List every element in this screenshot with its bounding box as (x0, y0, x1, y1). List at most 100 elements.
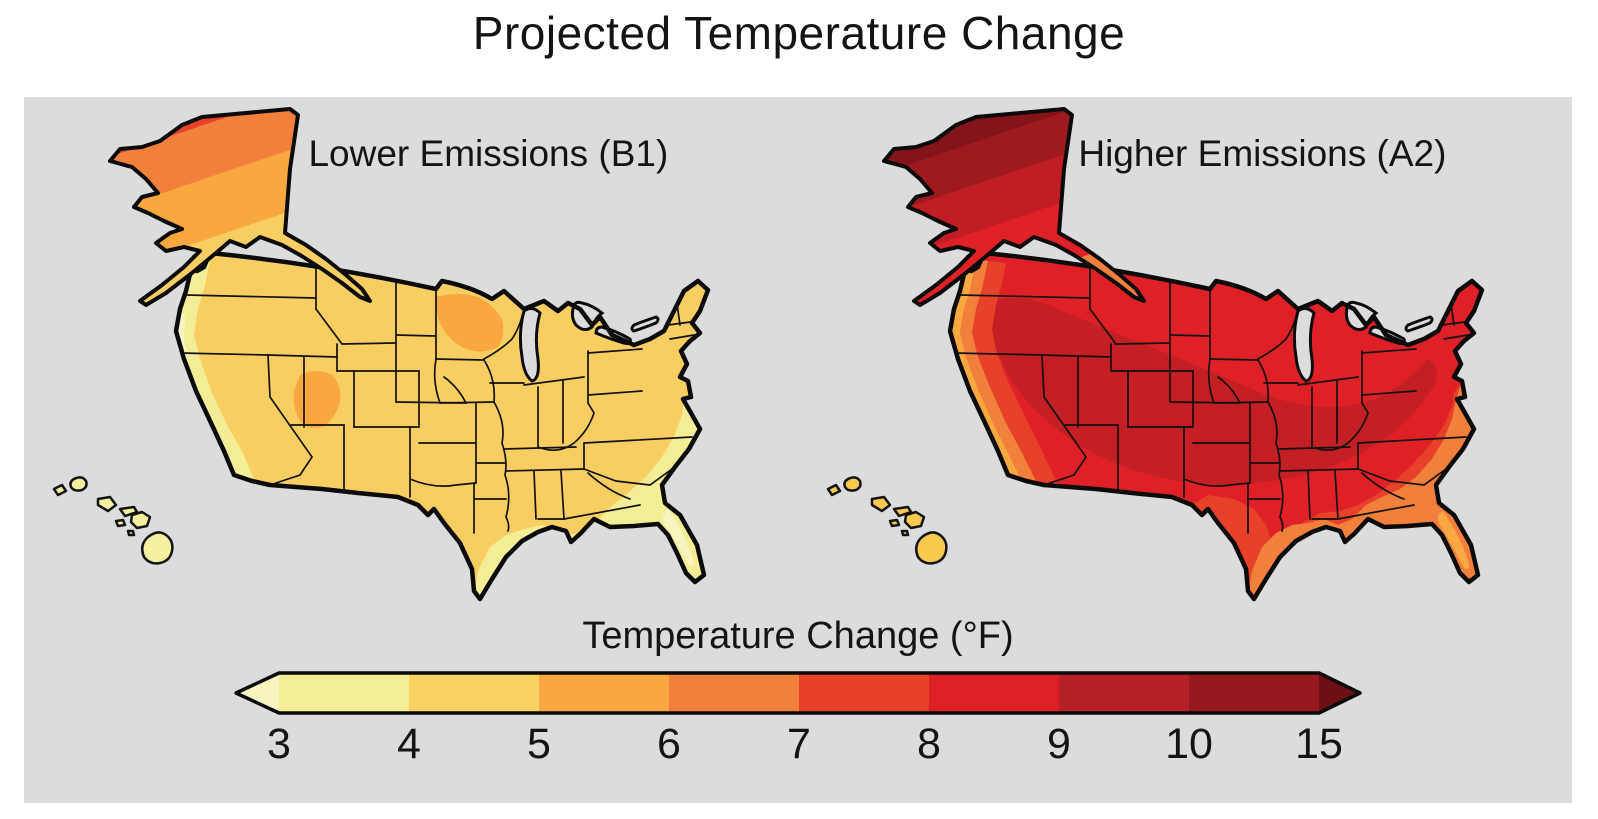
great-lake (1404, 315, 1434, 333)
colorbar-tick-label: 7 (787, 720, 811, 768)
state-border-line (953, 352, 1043, 356)
map-label-lower-emissions: Lower Emissions (B1) (308, 133, 669, 174)
colorbar-segment (1189, 673, 1319, 713)
hawaii-island (96, 495, 118, 513)
great-lake (1292, 306, 1316, 383)
conus-group (173, 250, 711, 602)
state-border-line (523, 376, 585, 386)
state-border-line (1183, 478, 1251, 487)
colorbar-segment (799, 673, 929, 713)
state-border-line (315, 308, 343, 345)
conus-outline (173, 250, 711, 602)
hawaii-island (826, 483, 842, 497)
colorbar-tick-label: 6 (657, 720, 681, 768)
colorbar-tick-label: 10 (1165, 720, 1213, 768)
state-border-line (443, 376, 467, 404)
region-southeast (1248, 381, 1478, 599)
state-border-line (1443, 334, 1469, 340)
state-border-line (1257, 359, 1270, 403)
state-border-line (1357, 436, 1467, 444)
legend: Temperature Change (°F) 3 4 5 6 7 8 9 10 15 (24, 611, 1572, 803)
map-panel: Lower Emissions (B1) Higher Emissions (A… (24, 97, 1572, 803)
colorbar-scale (234, 671, 1362, 715)
region-hotspot (293, 371, 341, 429)
colorbar-segment (1059, 673, 1189, 713)
state-border-line (583, 436, 693, 444)
map-block-higher-emissions: Higher Emissions (A2) (798, 97, 1572, 611)
state-border-line (1115, 342, 1171, 345)
state-border-line (533, 470, 537, 520)
state-border-line (493, 401, 510, 532)
state-border-line (1041, 354, 1088, 486)
state-border-line (1311, 402, 1369, 452)
hawaii-group (52, 476, 174, 565)
us-map-lower-emissions-b1 (24, 97, 798, 611)
region-southeast_core (663, 509, 694, 566)
state-border-line (395, 334, 437, 337)
state-border-line (1213, 401, 1269, 404)
region-hotspot (435, 294, 504, 352)
colorbar-segment (669, 673, 799, 713)
state-border-line (1337, 504, 1415, 520)
state-border-line (1267, 401, 1284, 532)
alaska-group (882, 107, 1146, 307)
state-border-line (959, 294, 1091, 299)
region-southeast (474, 397, 704, 599)
colorbar-arrow-right (1319, 673, 1360, 713)
region-coast_ring (972, 261, 1058, 485)
state-border-line (1307, 470, 1311, 520)
map-canvas-a2 (826, 107, 1485, 602)
hawaii-island (892, 505, 913, 518)
hawaii-island (52, 483, 68, 497)
colorbar-segment (539, 673, 669, 713)
state-border-line (1361, 390, 1417, 396)
region-coast_pale (176, 257, 254, 479)
hawaii-island (129, 510, 152, 530)
hawaii-group (826, 476, 948, 565)
state-border-line (560, 470, 565, 520)
state-border-line (563, 504, 641, 520)
conus-outline (947, 250, 1485, 602)
hawaii-island (914, 531, 948, 565)
state-border-line (583, 468, 673, 486)
region-coast_mid (960, 259, 1036, 481)
colorbar-arrow-left (236, 673, 279, 713)
hawaii-island (118, 505, 139, 518)
state-border-line (1279, 468, 1359, 472)
state-border-line (1334, 470, 1339, 520)
us-map-higher-emissions-a2 (798, 97, 1572, 611)
colorbar-tick-label: 5 (527, 720, 551, 768)
colorbar-segment (929, 673, 1059, 713)
state-border-line (1361, 472, 1405, 500)
state-border-line (267, 354, 314, 486)
hawaii-island (126, 529, 136, 537)
alaska-shape (882, 107, 1146, 307)
conus-group (947, 250, 1485, 602)
map-label-higher-emissions: Higher Emissions (A2) (1078, 133, 1447, 174)
hawaii-island (903, 510, 926, 530)
region-band (982, 297, 1437, 485)
colorbar-tick-label: 8 (917, 720, 941, 768)
state-border-line (1089, 308, 1117, 345)
colorbar-outline (234, 671, 1362, 715)
hawaii-island (114, 518, 127, 528)
page-title: Projected Temperature Change (472, 7, 1126, 59)
state-border-line (409, 478, 477, 487)
map-block-lower-emissions: Lower Emissions (B1) (24, 97, 798, 611)
state-border-line (1217, 376, 1241, 404)
colorbar-tick-label: 4 (397, 720, 421, 768)
alaska-group (108, 107, 372, 307)
hawaii-island (900, 529, 910, 537)
state-border-line (537, 402, 595, 452)
state-border-line (1209, 358, 1259, 361)
colorbar-tick-label: 9 (1047, 720, 1071, 768)
hawaii-island (870, 495, 892, 513)
state-border-line (439, 401, 495, 404)
state-border-line (1169, 334, 1211, 337)
alaska-shape (108, 107, 372, 307)
state-border-line (1297, 376, 1359, 386)
legend-title: Temperature Change (°F) (582, 615, 1014, 657)
region-coast_outer (950, 257, 1020, 477)
state-border-line (587, 472, 631, 500)
